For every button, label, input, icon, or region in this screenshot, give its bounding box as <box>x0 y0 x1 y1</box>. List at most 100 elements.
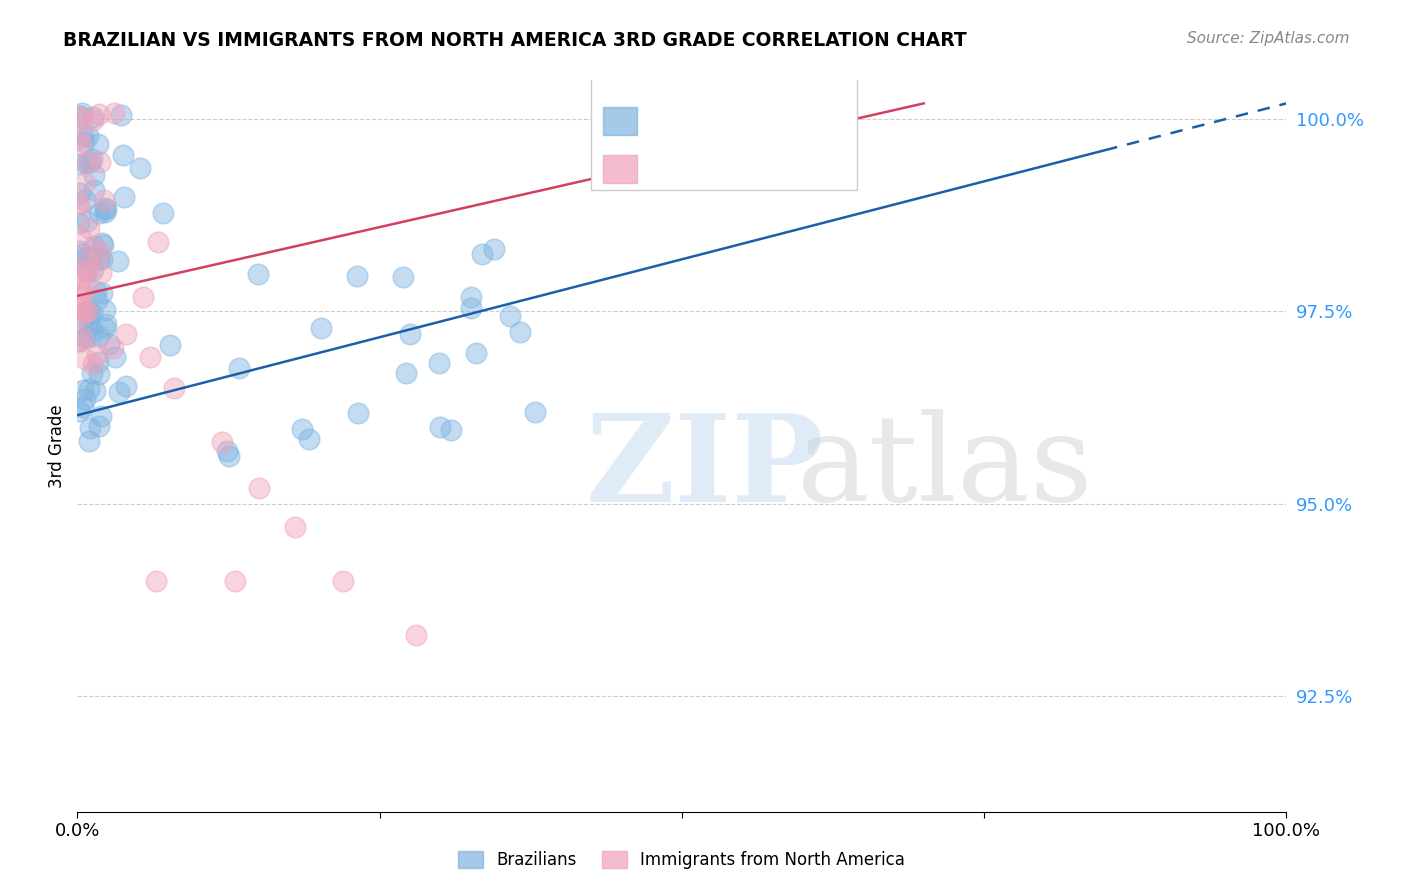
Point <box>107 253 129 268</box>
Point <box>82 153 104 167</box>
Point <box>103 106 125 120</box>
Point <box>145 574 167 588</box>
Point <box>114 327 136 342</box>
Point <box>114 189 136 203</box>
Point <box>75 262 97 277</box>
Point <box>77 155 100 169</box>
Point <box>91 252 114 266</box>
Point <box>73 177 96 191</box>
Point <box>211 435 233 450</box>
Point <box>97 337 120 351</box>
Point <box>70 282 93 296</box>
Text: Source: ZipAtlas.com: Source: ZipAtlas.com <box>1187 31 1350 46</box>
Point <box>67 404 90 418</box>
Text: atlas: atlas <box>797 409 1094 526</box>
Point <box>79 262 101 277</box>
Point <box>460 290 482 304</box>
Point <box>89 155 111 169</box>
Point <box>72 136 94 150</box>
Point <box>75 351 97 366</box>
Point <box>87 328 110 343</box>
Point <box>215 444 238 458</box>
Point <box>77 221 100 235</box>
Point <box>91 238 114 252</box>
Point <box>72 331 94 345</box>
Text: N = 98: N = 98 <box>748 112 815 129</box>
Point <box>499 309 522 323</box>
Point <box>90 285 112 300</box>
Point <box>224 574 246 588</box>
Point <box>87 136 110 151</box>
Point <box>67 199 90 213</box>
Point <box>75 305 97 319</box>
Point <box>72 400 94 414</box>
Point <box>70 318 93 332</box>
Point <box>87 252 110 267</box>
Point <box>69 310 91 324</box>
Point <box>67 216 90 230</box>
Text: R = 0.293: R = 0.293 <box>648 159 738 177</box>
Point <box>77 303 100 318</box>
Point <box>76 303 98 318</box>
Point <box>94 321 117 335</box>
Point <box>77 382 100 396</box>
Point <box>79 421 101 435</box>
Point <box>218 449 240 463</box>
Point <box>309 320 332 334</box>
Point <box>70 105 93 120</box>
Point <box>247 267 270 281</box>
Point <box>139 351 162 365</box>
Point <box>86 347 108 361</box>
Point <box>83 183 105 197</box>
Point <box>470 247 492 261</box>
Point <box>70 230 93 244</box>
FancyBboxPatch shape <box>592 70 858 190</box>
Point <box>82 323 104 337</box>
Point <box>132 290 155 304</box>
Point <box>94 317 117 331</box>
Point <box>67 157 90 171</box>
Y-axis label: 3rd Grade: 3rd Grade <box>48 404 66 488</box>
Point <box>79 308 101 322</box>
Point <box>84 284 107 298</box>
Point <box>83 239 105 253</box>
Point <box>75 330 97 344</box>
Point <box>429 356 451 370</box>
Point <box>76 156 98 170</box>
Point <box>115 378 138 392</box>
Point <box>79 329 101 343</box>
Point <box>107 385 129 400</box>
Point <box>152 206 174 220</box>
Point <box>228 361 250 376</box>
Text: BRAZILIAN VS IMMIGRANTS FROM NORTH AMERICA 3RD GRADE CORRELATION CHART: BRAZILIAN VS IMMIGRANTS FROM NORTH AMERI… <box>63 31 967 50</box>
Point <box>70 246 93 260</box>
Point <box>392 270 415 285</box>
Point <box>67 334 90 349</box>
Point <box>129 161 152 175</box>
Point <box>94 205 117 219</box>
Point <box>94 303 117 318</box>
Point <box>73 392 96 406</box>
Point <box>82 113 104 128</box>
Point <box>83 384 105 399</box>
Point <box>67 298 90 312</box>
Point <box>82 357 104 371</box>
Point <box>347 406 370 420</box>
Point <box>509 325 531 339</box>
Text: N = 46: N = 46 <box>748 159 815 177</box>
Point <box>86 248 108 262</box>
Point <box>76 253 98 268</box>
Point <box>291 422 314 436</box>
Point <box>69 186 91 200</box>
Point <box>75 193 97 207</box>
Point <box>67 130 90 145</box>
Point <box>464 346 486 360</box>
Point <box>89 206 111 220</box>
Point <box>73 251 96 265</box>
Point <box>247 481 270 495</box>
Point <box>79 318 101 332</box>
Point <box>89 245 111 260</box>
Point <box>523 404 546 418</box>
Point <box>298 432 321 446</box>
Point <box>83 168 105 182</box>
